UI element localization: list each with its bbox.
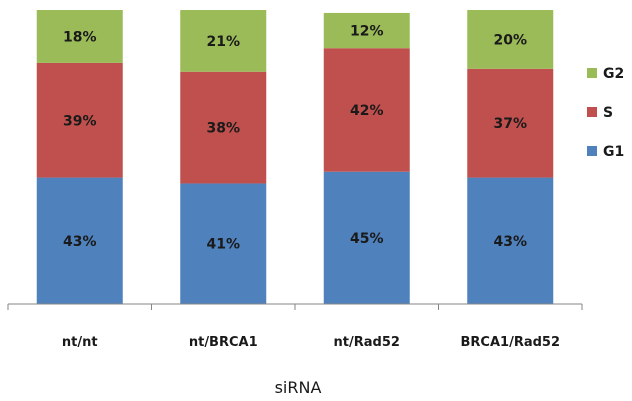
legend-label-s: S xyxy=(603,105,613,121)
data-label-s-nt-brca1: 38% xyxy=(206,121,240,137)
legend-label-g1: G1 xyxy=(603,144,624,160)
bar-segment-g2-nt-nt xyxy=(36,10,123,63)
bar-segment-s-nt-brca1 xyxy=(180,71,267,184)
x-tick-label-brca1-rad52: BRCA1/Rad52 xyxy=(461,335,561,350)
data-label-g2-brca1-rad52: 20% xyxy=(493,32,527,48)
bar-segment-g1-brca1-rad52 xyxy=(467,177,554,304)
bar-segment-g2-brca1-rad52 xyxy=(467,10,554,69)
x-tick-label-nt-rad52: nt/Rad52 xyxy=(334,335,400,350)
data-label-g2-nt-brca1: 21% xyxy=(206,34,240,50)
bar-segment-s-nt-nt xyxy=(36,62,123,178)
x-tick-label-nt-brca1: nt/BRCA1 xyxy=(189,335,258,350)
bar-segment-g2-nt-rad52 xyxy=(323,12,410,49)
data-label-g2-nt-nt: 18% xyxy=(63,29,97,45)
x-axis-title: siRNA xyxy=(275,378,322,397)
bar-segment-g1-nt-nt xyxy=(36,177,123,304)
data-label-s-brca1-rad52: 37% xyxy=(493,116,527,132)
x-tick-labels-group: nt/nt nt/BRCA1 nt/Rad52 BRCA1/Rad52 xyxy=(62,335,560,350)
x-tick-label-nt-nt: nt/nt xyxy=(62,335,98,350)
bar-segment-g1-nt-brca1 xyxy=(180,183,267,304)
data-label-g1-nt-nt: 43% xyxy=(63,234,97,250)
legend: G2 S G1 xyxy=(587,66,624,160)
x-ticks-group xyxy=(7,304,583,310)
bar-segment-g2-nt-brca1 xyxy=(180,10,267,72)
data-label-s-nt-nt: 39% xyxy=(63,113,97,129)
bar-segment-s-brca1-rad52 xyxy=(467,68,554,178)
bars-group xyxy=(36,10,554,304)
legend-swatch-s xyxy=(587,107,597,117)
data-label-g1-nt-rad52: 45% xyxy=(350,231,384,247)
data-label-g1-nt-brca1: 41% xyxy=(206,237,240,253)
legend-label-g2: G2 xyxy=(603,66,624,82)
data-label-s-nt-rad52: 42% xyxy=(350,103,384,119)
segment-labels-group: 43% 39% 18% 41% 38% 21% 45% 42% 12% 43% 37% 20% xyxy=(63,24,527,253)
data-label-g1-brca1-rad52: 43% xyxy=(493,234,527,250)
data-label-g2-nt-rad52: 12% xyxy=(350,24,384,40)
bar-segment-s-nt-rad52 xyxy=(323,48,410,172)
legend-swatch-g1 xyxy=(587,146,597,156)
legend-swatch-g2 xyxy=(587,68,597,78)
bar-segment-g1-nt-rad52 xyxy=(323,171,410,304)
